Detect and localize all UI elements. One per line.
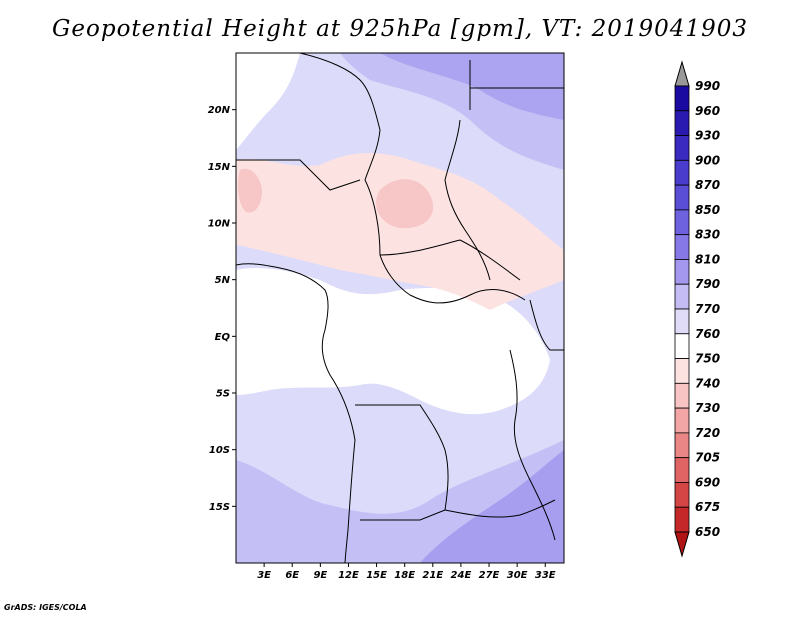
field-770-northwest bbox=[236, 53, 300, 150]
lon-tick-label: 9E bbox=[313, 570, 327, 581]
colorbar-level-label: 850 bbox=[695, 203, 720, 217]
angola-border bbox=[355, 404, 449, 521]
field-830-southeast bbox=[420, 450, 564, 563]
uganda-kenya bbox=[529, 299, 564, 351]
colorbar-level-label: 770 bbox=[695, 302, 720, 316]
zambia-border bbox=[444, 499, 556, 518]
lon-tick-label: 12E bbox=[338, 570, 359, 581]
colorbar-top-arrow bbox=[674, 60, 690, 87]
lat-tick-label: EQ bbox=[215, 332, 231, 343]
colorbar-level-label: 720 bbox=[695, 426, 720, 440]
sudan-border bbox=[444, 119, 491, 281]
lon-tick-label: 18E bbox=[394, 570, 415, 581]
colorbar-swatch bbox=[674, 457, 690, 483]
lon-tick-label: 21E bbox=[422, 570, 443, 581]
colorbar-swatch bbox=[674, 283, 690, 310]
colorbar-swatch bbox=[674, 159, 690, 186]
lat-tick-label: 10S bbox=[209, 445, 230, 456]
lon-tick-label: 27E bbox=[479, 570, 500, 581]
lon-tick-label: 15E bbox=[366, 570, 387, 581]
colorbar-swatch bbox=[674, 407, 690, 434]
lat-tick-label: 15N bbox=[208, 162, 231, 173]
height-field bbox=[236, 53, 564, 563]
colorbar-bottom-arrow bbox=[674, 531, 690, 558]
colorbar-swatch bbox=[674, 209, 690, 236]
colorbar-swatch bbox=[674, 482, 690, 508]
colorbar-swatch bbox=[674, 506, 690, 533]
north-border bbox=[299, 53, 381, 181]
longitude-axis: 3E 6E 9E 12E 15E 18E 21E 24E 27E 30E 33E bbox=[257, 563, 556, 581]
colorbar-level-label: 870 bbox=[695, 178, 720, 192]
colorbar-swatch bbox=[674, 234, 690, 260]
lon-tick-label: 33E bbox=[535, 570, 556, 581]
colorbar-swatch bbox=[674, 432, 690, 459]
field-750-sahel bbox=[236, 153, 564, 310]
colorbar-level-label: 790 bbox=[695, 277, 720, 291]
colorbar-level-label: 810 bbox=[695, 252, 720, 266]
field-830-northeast bbox=[380, 53, 564, 120]
drc-north-border bbox=[409, 289, 526, 304]
colorbar-level-label: 960 bbox=[695, 104, 720, 118]
colorbar-level-label: 675 bbox=[695, 500, 720, 514]
colorbar-swatch bbox=[674, 259, 690, 285]
colorbar-swatch bbox=[674, 85, 690, 112]
lat-tick-label: 20N bbox=[208, 105, 231, 116]
field-740-core bbox=[376, 179, 434, 229]
colorbar-swatch bbox=[674, 358, 690, 384]
lat-tick-label: 5N bbox=[215, 275, 231, 286]
car-border bbox=[379, 239, 521, 281]
field-740-west bbox=[238, 168, 262, 213]
lat-tick-label: 5S bbox=[216, 389, 230, 400]
colorbar-level-label: 705 bbox=[695, 451, 720, 465]
colorbar-level-label: 740 bbox=[695, 376, 720, 390]
coastlines-borders bbox=[236, 53, 564, 563]
colorbar: 990 960 930 900 870 850 830 810 790 770 760 750 740 7… bbox=[674, 60, 720, 558]
east-lakes bbox=[509, 349, 556, 541]
lon-tick-label: 24E bbox=[451, 570, 472, 581]
field-770-central bbox=[236, 268, 550, 415]
lon-tick-label: 6E bbox=[285, 570, 299, 581]
colorbar-level-label: 750 bbox=[695, 352, 720, 366]
lon-tick-label: 3E bbox=[257, 570, 271, 581]
colorbar-level-label: 830 bbox=[695, 228, 720, 242]
colorbar-level-label: 930 bbox=[695, 129, 720, 143]
lon-tick-label: 30E bbox=[507, 570, 528, 581]
lat-tick-label: 15S bbox=[209, 502, 230, 513]
colorbar-swatch bbox=[674, 333, 690, 359]
colorbar-level-label: 760 bbox=[695, 327, 720, 341]
colorbar-swatch bbox=[674, 184, 690, 211]
colorbar-swatch bbox=[674, 135, 690, 161]
footer-credit: GrADS: IGES/COLA bbox=[4, 603, 87, 612]
colorbar-level-label: 990 bbox=[695, 79, 720, 93]
latitude-axis: 20N 15N 10N 5N EQ 5S 10S 15S bbox=[208, 105, 236, 513]
lat-tick-label: 10N bbox=[208, 219, 231, 230]
colorbar-swatch bbox=[674, 308, 690, 335]
colorbar-level-label: 690 bbox=[695, 475, 720, 489]
map-title: Geopotential Height at 925hPa [gpm], VT:… bbox=[52, 16, 748, 42]
colorbar-level-label: 900 bbox=[695, 153, 720, 167]
colorbar-level-label: 730 bbox=[695, 401, 720, 415]
colorbar-swatch bbox=[674, 110, 690, 136]
colorbar-swatch bbox=[674, 382, 690, 409]
west-coast bbox=[236, 263, 356, 563]
plot-frame bbox=[235, 52, 565, 564]
colorbar-level-label: 650 bbox=[695, 525, 720, 539]
sahel-border bbox=[236, 159, 361, 191]
